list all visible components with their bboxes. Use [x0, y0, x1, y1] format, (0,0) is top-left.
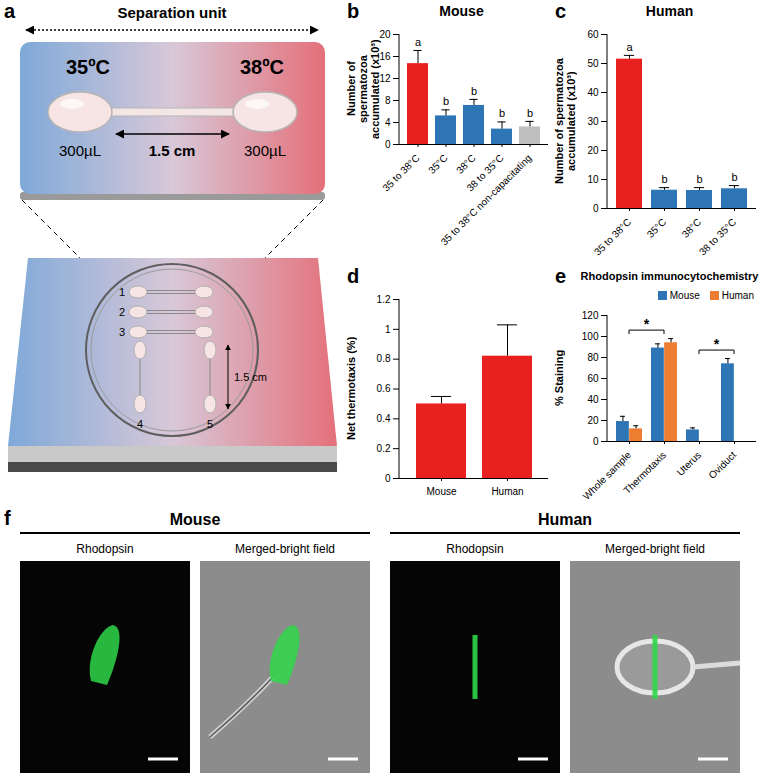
svg-text:Human: Human — [491, 486, 523, 497]
html-text:Mouse: Mouse — [669, 289, 700, 301]
svg-text:Human: Human — [538, 511, 592, 528]
svg-text:Oviduct: Oviduct — [706, 449, 738, 481]
svg-text:38 to 35°C: 38 to 35°C — [464, 152, 506, 194]
svg-text:38ºC: 38ºC — [240, 56, 284, 78]
svg-text:b: b — [443, 95, 449, 107]
svg-text:40: 40 — [587, 87, 599, 98]
svg-text:35°C: 35°C — [426, 152, 450, 176]
svg-text:f: f — [4, 507, 11, 529]
html-text:Number of spermatozoa accumula: Number of spermatozoa accumulated (x10³) — [345, 39, 381, 139]
svg-text:Rhodopsin: Rhodopsin — [76, 542, 133, 556]
svg-text:Merged-bright field: Merged-bright field — [605, 542, 705, 556]
svg-text:Separation unit: Separation unit — [117, 4, 226, 21]
svg-text:16: 16 — [379, 51, 391, 62]
html-text:b: b — [347, 0, 360, 22]
svg-text:b: b — [661, 173, 667, 185]
svg-text:1.5 cm: 1.5 cm — [149, 142, 196, 159]
html-text:e: e — [555, 265, 567, 287]
svg-text:b: b — [527, 107, 533, 119]
svg-text:0: 0 — [385, 473, 391, 484]
svg-text:1: 1 — [119, 286, 125, 298]
svg-text:35 to 38°C: 35 to 38°C — [592, 216, 633, 257]
svg-text:4: 4 — [385, 117, 391, 128]
svg-text:300µL: 300µL — [59, 142, 101, 159]
svg-text:a: a — [415, 36, 422, 48]
svg-text:8: 8 — [385, 95, 391, 106]
svg-text:b: b — [731, 171, 737, 183]
svg-text:Whole sample: Whole sample — [581, 449, 634, 502]
svg-text:Mouse: Mouse — [426, 486, 456, 497]
svg-text:Merged-bright field: Merged-bright field — [235, 542, 335, 556]
svg-text:4: 4 — [137, 418, 143, 430]
svg-text:35°C: 35°C — [645, 216, 669, 240]
svg-text:100: 100 — [582, 331, 599, 342]
svg-text:Uterus: Uterus — [675, 449, 704, 478]
svg-text:b: b — [499, 107, 505, 119]
svg-text:0.2: 0.2 — [377, 443, 391, 454]
svg-text:0.8: 0.8 — [377, 353, 391, 364]
svg-text:1.2: 1.2 — [377, 294, 391, 305]
html-text:Rhodopsin immunocytochemistry: Rhodopsin immunocytochemistry — [580, 270, 759, 282]
html-text:d: d — [347, 265, 360, 287]
svg-text:Rhodopsin: Rhodopsin — [446, 542, 503, 556]
svg-text:35ºC: 35ºC — [66, 56, 110, 78]
html-text:Net thermotaxis (%): Net thermotaxis (%) — [345, 336, 357, 441]
svg-text:b: b — [696, 173, 702, 185]
svg-text:b: b — [471, 85, 477, 97]
svg-text:Mouse: Mouse — [170, 511, 221, 528]
html-text:Human: Human — [721, 289, 754, 301]
svg-text:*: * — [714, 336, 720, 352]
svg-text:5: 5 — [207, 418, 213, 430]
svg-text:0.6: 0.6 — [377, 383, 391, 394]
svg-text:20: 20 — [379, 29, 391, 40]
svg-text:3: 3 — [119, 326, 125, 338]
svg-text:38°C: 38°C — [680, 216, 704, 240]
svg-text:*: * — [644, 316, 650, 332]
svg-text:80: 80 — [587, 352, 599, 363]
svg-text:10: 10 — [587, 174, 599, 185]
svg-text:38 to 35°C: 38 to 35°C — [697, 216, 738, 257]
svg-text:40: 40 — [587, 394, 599, 405]
svg-text:60: 60 — [587, 373, 599, 384]
svg-text:0: 0 — [385, 139, 391, 150]
html-text:Human: Human — [645, 3, 694, 19]
html-text:Number of spermatozoa accumula: Number of spermatozoa accumulated (x10³) — [553, 58, 577, 184]
svg-text:120: 120 — [582, 310, 599, 321]
svg-text:1: 1 — [385, 324, 391, 335]
svg-text:1.5 cm: 1.5 cm — [234, 371, 267, 383]
svg-text:38°C: 38°C — [454, 152, 478, 176]
svg-text:300µL: 300µL — [244, 142, 286, 159]
svg-text:60: 60 — [587, 29, 599, 40]
svg-text:12: 12 — [379, 73, 391, 84]
svg-text:2: 2 — [119, 306, 125, 318]
svg-text:a: a — [4, 0, 16, 22]
svg-text:0: 0 — [593, 436, 599, 447]
svg-text:a: a — [626, 41, 633, 53]
html-text:% Staining: % Staining — [553, 349, 565, 407]
svg-text:20: 20 — [587, 415, 599, 426]
svg-text:35 to 38°C non-capacitating: 35 to 38°C non-capacitating — [439, 152, 534, 247]
svg-text:50: 50 — [587, 58, 599, 69]
svg-text:20: 20 — [587, 145, 599, 156]
svg-text:Thermotaxis: Thermotaxis — [621, 449, 668, 496]
html-text:Mouse: Mouse — [439, 3, 484, 19]
svg-text:0: 0 — [593, 203, 599, 214]
svg-text:30: 30 — [587, 116, 599, 127]
svg-text:0.4: 0.4 — [377, 413, 391, 424]
html-text:c: c — [555, 0, 567, 22]
svg-text:35 to 38°C: 35 to 38°C — [380, 152, 421, 193]
